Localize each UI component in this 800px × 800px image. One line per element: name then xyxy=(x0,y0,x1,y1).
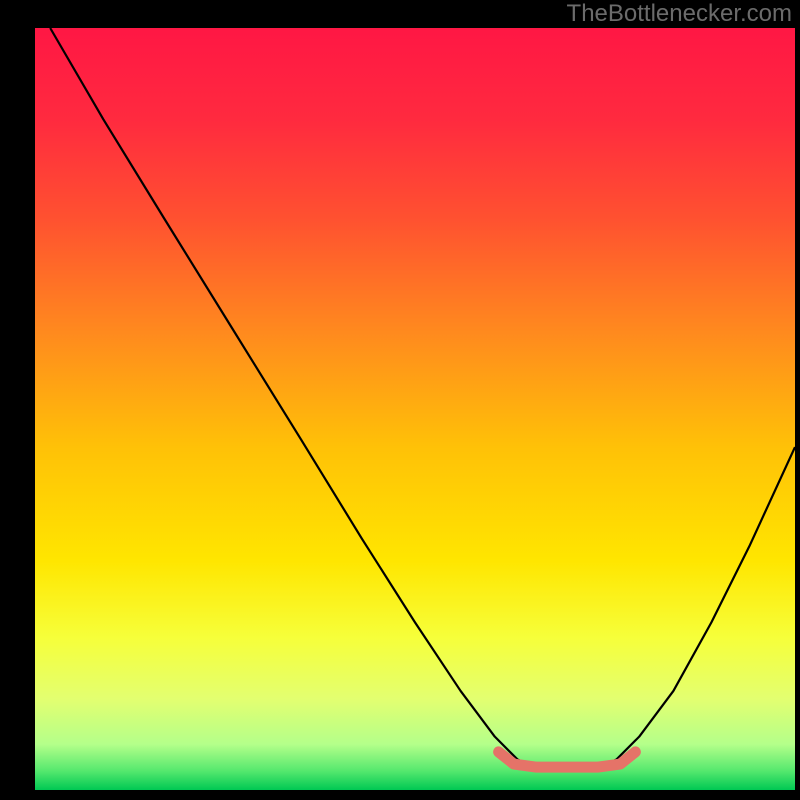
chart-stage: TheBottlenecker.com xyxy=(0,0,800,800)
watermark-text: TheBottlenecker.com xyxy=(567,0,792,28)
bottleneck-chart xyxy=(0,0,800,800)
